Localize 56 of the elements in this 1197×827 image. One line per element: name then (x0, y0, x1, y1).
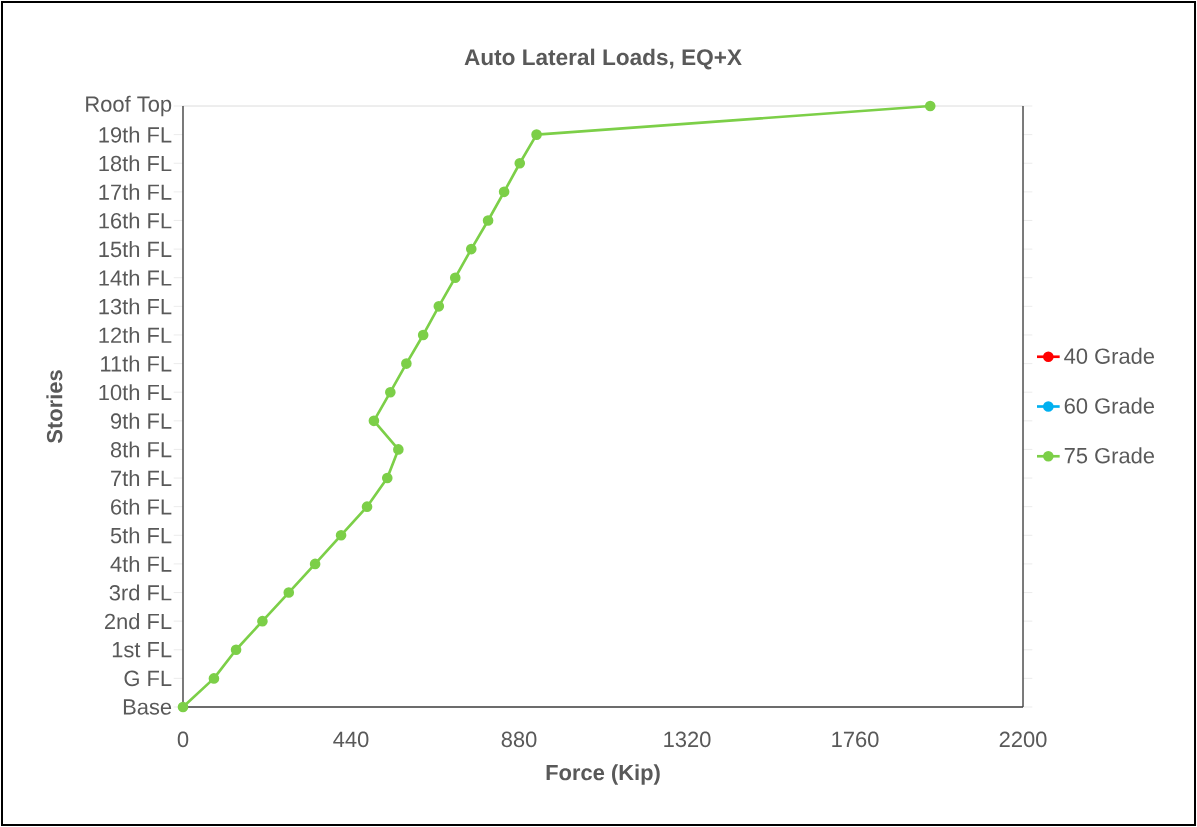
y-tick-label: Roof Top (86, 95, 172, 117)
point (433, 301, 445, 312)
point (309, 558, 321, 570)
point (417, 329, 429, 341)
y-tick-label: G FL (124, 670, 172, 687)
point (368, 415, 380, 427)
x-tick-label: 880 (501, 731, 537, 748)
y-tick-label: 5th FL (110, 527, 172, 544)
point (498, 186, 510, 198)
y-tick-label: 10th FL (99, 384, 172, 401)
point (361, 501, 373, 512)
point (482, 215, 494, 226)
y-tick-label: 8th FL (110, 441, 172, 458)
y-tick-label: Base (123, 699, 172, 715)
point (393, 444, 404, 455)
point (257, 615, 268, 627)
point (177, 701, 189, 713)
y-tick-label: 7th FL (111, 470, 172, 487)
legend-label: 75 Grade (1064, 447, 1155, 464)
x-axis-title: Force (Kip) (546, 764, 660, 785)
y-tick-label: 16th FL (99, 212, 172, 229)
y-tick-label: 4th FL (110, 555, 172, 572)
point (283, 587, 295, 598)
point (230, 644, 242, 656)
point (381, 472, 393, 484)
legend-label: 40 Grade (1064, 347, 1155, 364)
point (924, 100, 936, 112)
y-tick-label: 15th FL (99, 241, 172, 258)
x-tick-label: 440 (333, 731, 369, 748)
point (514, 157, 526, 169)
y-tick-label: 6th FL (111, 498, 172, 515)
point (401, 358, 412, 369)
point (335, 529, 347, 541)
y-axis-title: Stories (46, 370, 63, 444)
x-tick-label: 1760 (832, 731, 879, 748)
y-tick-label: 14th FL (99, 269, 172, 286)
x-tick-label: 2200 (999, 731, 1047, 748)
y-tick-label: 9th FL (110, 412, 172, 429)
y-tick-label: 2nd FL (104, 613, 172, 630)
point (531, 129, 542, 140)
point (385, 386, 396, 398)
point (449, 272, 461, 284)
y-tick-label: 11th FL (101, 355, 172, 372)
y-tick-label: 17th FL (99, 183, 172, 200)
x-tick-label: 1320 (664, 731, 711, 748)
y-tick-label: 3rd FL (109, 584, 172, 601)
point (208, 673, 220, 684)
legend-label: 60 Grade (1064, 397, 1155, 414)
chart-title: Auto Lateral Loads, EQ+X (464, 48, 742, 70)
y-tick-label: 1st FL (112, 642, 172, 658)
y-tick-label: 18th FL (99, 155, 172, 172)
y-tick-label: 12th FL (99, 326, 172, 343)
point (465, 243, 477, 255)
x-tick-label: 0 (177, 731, 189, 748)
y-tick-label: 13th FL (99, 298, 172, 315)
y-tick-label: 19th FL (99, 126, 172, 143)
